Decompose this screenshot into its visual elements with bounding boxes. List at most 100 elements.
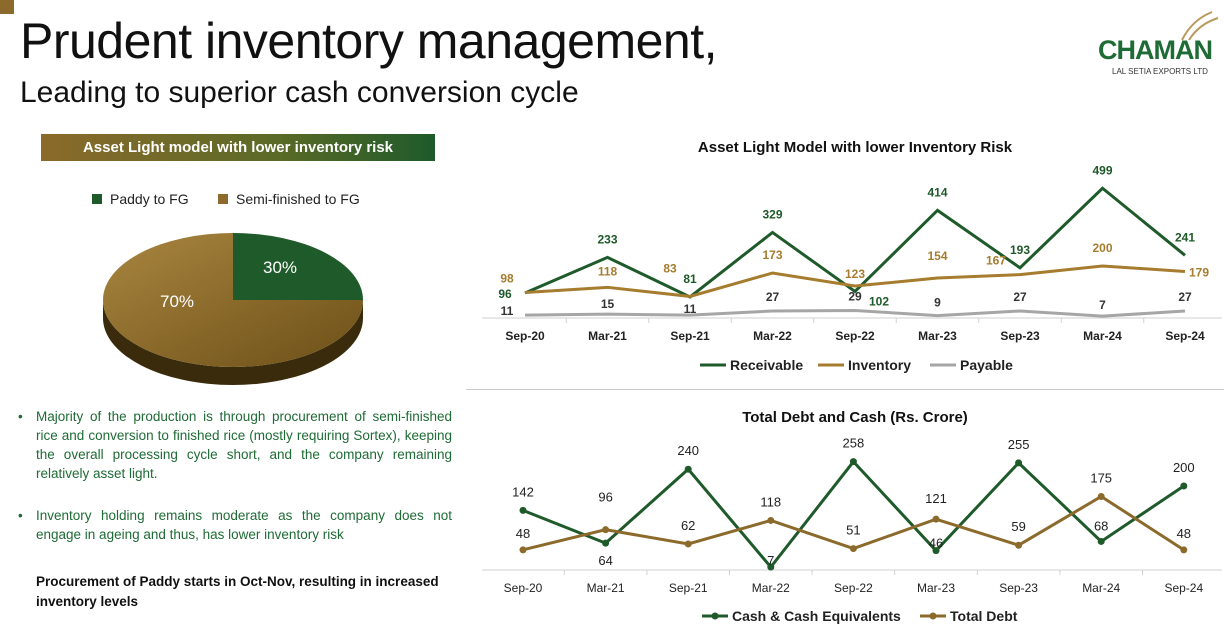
data-label: 46	[929, 536, 943, 551]
data-label: 241	[1175, 230, 1195, 244]
data-point	[767, 563, 775, 571]
x-tick-label: Sep-23	[1000, 329, 1040, 343]
data-label: 48	[1177, 526, 1191, 541]
legend-label: Receivable	[730, 357, 803, 373]
pie-side	[103, 300, 363, 385]
data-label: 11	[684, 302, 697, 316]
data-label: 175	[1090, 471, 1112, 486]
data-point	[1180, 482, 1188, 490]
x-tick-label: Sep-24	[1164, 581, 1203, 595]
legend-marker	[711, 612, 719, 620]
data-point	[684, 540, 692, 548]
page-title: Prudent inventory management,	[20, 13, 718, 69]
x-tick-label: Mar-23	[918, 329, 957, 343]
pie-legend-semi: Semi-finished to FG	[218, 191, 360, 207]
data-point	[684, 465, 692, 473]
data-label: 193	[1010, 243, 1030, 257]
series-line-receivable	[524, 186, 1186, 299]
data-point	[932, 547, 940, 555]
logo: CHAMAN	[1098, 35, 1213, 65]
data-label: 29	[848, 289, 862, 303]
x-tick-label: Mar-24	[1083, 329, 1122, 343]
data-label: 123	[845, 267, 865, 281]
x-tick-label: Mar-22	[753, 329, 792, 343]
data-label: 48	[516, 526, 530, 541]
x-tick-label: Sep-20	[505, 329, 545, 343]
x-tick-label: Mar-21	[587, 581, 625, 595]
data-label: 62	[681, 518, 695, 533]
data-label: 154	[927, 249, 947, 263]
bullet-text: Majority of the production is through pr…	[36, 409, 452, 481]
x-tick-label: Sep-22	[835, 329, 875, 343]
data-label: 96	[598, 490, 612, 505]
data-label: 59	[1011, 519, 1025, 534]
data-point	[932, 515, 940, 523]
data-label: 9	[934, 296, 941, 310]
pie-slice-paddy	[233, 233, 363, 300]
data-point	[1097, 537, 1105, 545]
data-label: 240	[677, 443, 699, 458]
legend-swatch	[92, 194, 102, 204]
data-label: 64	[598, 553, 612, 568]
divider	[466, 389, 1224, 390]
pie-label-semi: 70%	[160, 292, 194, 311]
data-label: 118	[760, 494, 781, 509]
data-label: 499	[1092, 163, 1112, 177]
data-label: 233	[597, 232, 617, 246]
data-point	[602, 526, 610, 534]
data-label: 81	[683, 272, 697, 286]
series-line-inventory	[524, 264, 1186, 298]
legend-label: Paddy to FG	[110, 191, 189, 207]
data-label: 167	[986, 254, 1006, 268]
data-label: 142	[512, 484, 534, 499]
legend-label: Total Debt	[950, 608, 1018, 624]
data-label: 118	[598, 264, 618, 278]
bullet-1: • Majority of the production is through p…	[18, 409, 452, 481]
bullet-text: Inventory holding remains moderate as th…	[36, 508, 452, 542]
data-label: 27	[1178, 290, 1192, 304]
procurement-note: Procurement of Paddy starts in Oct-Nov, …	[36, 574, 439, 609]
legend-label: Payable	[960, 357, 1013, 373]
data-label: 68	[1094, 518, 1108, 533]
data-point	[849, 545, 857, 553]
legend-label: Cash & Cash Equivalents	[732, 608, 901, 624]
corner-accent	[0, 0, 14, 14]
data-point	[1015, 541, 1023, 549]
data-label: 11	[501, 304, 514, 318]
data-label: 258	[843, 436, 865, 451]
data-point	[1097, 493, 1105, 500]
data-label: 7	[1099, 298, 1106, 312]
series-line-payable	[524, 308, 1186, 318]
data-label: 96	[498, 287, 512, 301]
data-label: 83	[663, 261, 677, 275]
data-label: 98	[500, 272, 514, 286]
legend-swatch	[218, 194, 228, 204]
x-tick-label: Sep-22	[834, 581, 873, 595]
pie-label-paddy: 30%	[263, 258, 297, 277]
page-subtitle: Leading to superior cash conversion cycl…	[20, 76, 579, 109]
x-tick-label: Mar-22	[752, 581, 790, 595]
data-label: 27	[1013, 290, 1027, 304]
data-point	[519, 506, 527, 514]
x-tick-label: Sep-21	[670, 329, 710, 343]
data-label: 414	[927, 185, 947, 199]
data-label: 27	[766, 290, 780, 304]
bullet-2: • Inventory holding remains moderate as t…	[18, 508, 452, 542]
pie-chart: 30% 70%	[103, 233, 363, 385]
x-tick-label: Sep-21	[669, 581, 708, 595]
data-point	[602, 539, 610, 547]
data-point	[519, 546, 527, 554]
data-point	[767, 516, 775, 524]
x-tick-label: Mar-21	[588, 329, 627, 343]
x-tick-label: Mar-24	[1082, 581, 1120, 595]
data-label: 102	[869, 294, 889, 308]
logo-wheat-icon	[1181, 11, 1219, 41]
data-label: 179	[1189, 265, 1209, 279]
legend-marker	[929, 612, 937, 620]
chart-debt-cash: Sep-20 Mar-21 Sep-21 Mar-22 Sep-22 Mar-23 Sep-…	[482, 436, 1222, 624]
x-tick-label: Sep-20	[504, 581, 543, 595]
data-point	[849, 458, 857, 466]
data-point	[1180, 546, 1188, 554]
data-label: 329	[762, 207, 782, 221]
x-tick-label: Mar-23	[917, 581, 955, 595]
